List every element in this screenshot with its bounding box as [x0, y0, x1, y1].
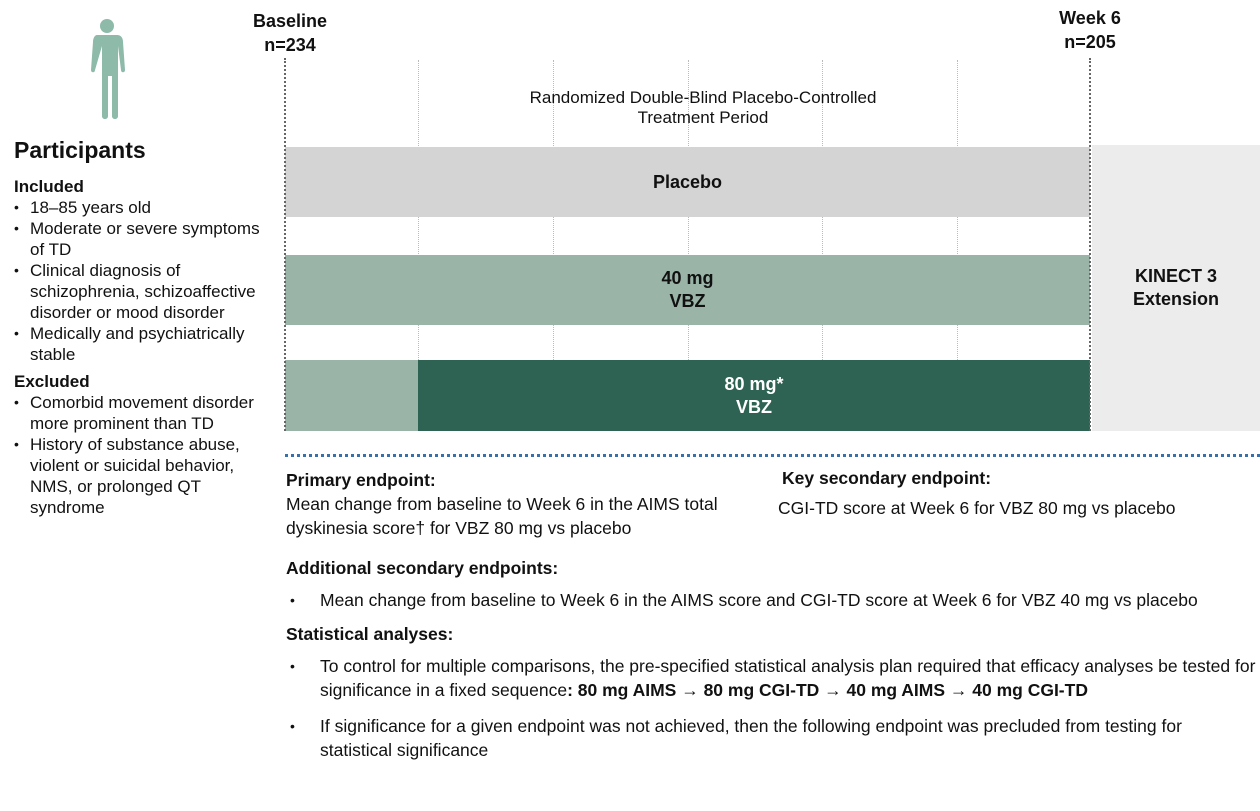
grid: [688, 60, 689, 430]
list-item: Comorbid movement disorder more prominen…: [14, 392, 266, 434]
titration-bar: [285, 360, 418, 431]
additional-heading: Additional secondary endpoints:: [286, 558, 559, 578]
week6: Week 6: [1059, 8, 1121, 28]
additional-section: Additional secondary endpoints: Mean cha…: [286, 556, 1256, 774]
baseline: Baseline: [252, 11, 328, 31]
included-heading: Included: [14, 177, 84, 196]
period-label: Randomized Double-Blind Placebo-Controll…: [285, 88, 1121, 128]
grid: [822, 60, 823, 430]
stat-text: If significance for a given endpoint was…: [320, 716, 1182, 760]
key-secondary-heading: Key secondary endpoint:: [782, 468, 992, 488]
baseline-line: [284, 58, 286, 431]
key-secondary-text: CGI-TD score at Week 6 for VBZ 80 mg vs …: [778, 498, 1176, 518]
week6-label: Week 6 n=205: [1030, 6, 1150, 54]
primary-text: Mean change from baseline to Week 6 in t…: [286, 494, 718, 538]
included-list: 18–85 years oldModerate or severe sympto…: [14, 197, 266, 365]
list-item: 18–85 years old: [14, 197, 266, 218]
person-icon: [91, 19, 125, 119]
period-line: Randomized Double-Blind Placebo-Controll…: [529, 88, 877, 107]
week6-line: [1089, 58, 1091, 431]
placebo-bar: Placebo: [285, 147, 1090, 217]
key-secondary: Key secondary endpoint: CGI-TD score at …: [778, 466, 1258, 520]
list-item: Medically and psychiatrically stable: [14, 323, 266, 365]
statistical-list: To control for multiple comparisons, the…: [286, 654, 1256, 762]
divider: [285, 454, 1260, 457]
list-item: History of substance abuse, violent or s…: [14, 434, 266, 518]
list-item: If significance for a given endpoint was…: [286, 714, 1256, 762]
baseline-n: n=234: [264, 35, 316, 55]
period-line: Treatment Period: [637, 108, 769, 127]
baseline-label: Baseline n=234: [230, 9, 350, 57]
list-item: To control for multiple comparisons, the…: [286, 654, 1256, 702]
arm-label: 80 mg*: [724, 373, 784, 394]
week6-n: n=205: [1064, 32, 1116, 52]
grid: [957, 60, 958, 430]
list-item: Clinical diagnosis of schizophrenia, sch…: [14, 260, 266, 323]
list-item: Moderate or severe symptoms of TD: [14, 218, 266, 260]
vbz80-bar: 80 mg* VBZ: [418, 360, 1090, 431]
stat-bold: : 80 mg AIMS → 80 mg CGI-TD → 40 mg AIMS…: [567, 680, 1088, 700]
vbz40-bar: 40 mg VBZ: [285, 255, 1090, 325]
extension-box: KINECT 3 Extension: [1092, 145, 1260, 431]
additional-list: Mean change from baseline to Week 6 in t…: [286, 588, 1256, 612]
excluded-list: Comorbid movement disorder more prominen…: [14, 392, 266, 518]
statistical-heading: Statistical analyses:: [286, 624, 454, 644]
arm-label: VBZ: [736, 396, 772, 417]
primary-heading: Primary endpoint:: [286, 470, 436, 490]
arm-label: VBZ: [669, 291, 706, 311]
primary: Primary endpoint: Mean change from basel…: [286, 468, 766, 540]
excluded-heading: Excluded: [14, 372, 90, 391]
arm-label: 40 mg: [661, 268, 714, 288]
list-item: Mean change from baseline to Week 6 in t…: [286, 588, 1256, 612]
arm-label: Placebo: [652, 171, 723, 192]
stat-text: To control for multiple comparisons, the…: [320, 656, 1256, 700]
grid: [418, 60, 419, 430]
grid: [553, 60, 554, 430]
participants-title: Participants: [14, 137, 146, 163]
extension-label: KINECT 3: [1134, 266, 1217, 286]
extension-label: Extension: [1132, 289, 1220, 309]
